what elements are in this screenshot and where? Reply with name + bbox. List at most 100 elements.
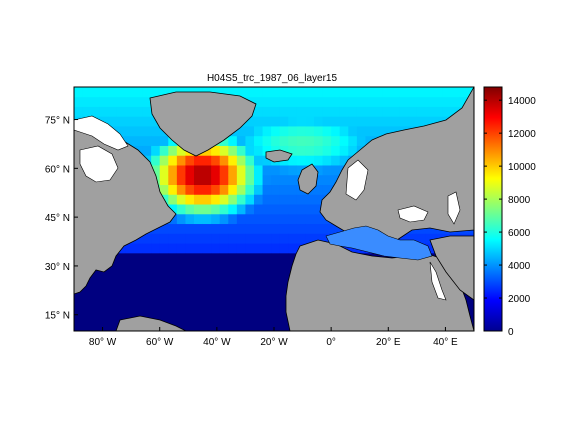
field-cell — [82, 87, 92, 98]
field-cell — [356, 106, 366, 117]
field-cell — [236, 213, 246, 225]
field-cell — [305, 213, 315, 225]
field-cell — [185, 243, 195, 254]
field-cell — [176, 311, 186, 322]
field-cell — [374, 106, 383, 117]
field-cell — [339, 126, 349, 137]
map-area: 80° W 60° W 40° W 20° W 0° 20° E 40° E 75° N 60… — [45, 86, 475, 348]
field-cell — [185, 233, 195, 244]
field-cell — [151, 262, 161, 273]
field-cell — [254, 213, 263, 225]
field-cell — [168, 301, 178, 312]
field-cell — [245, 194, 255, 205]
field-cell — [382, 126, 392, 137]
field-cell — [159, 165, 169, 176]
field-cell — [279, 135, 289, 146]
field-cell — [219, 194, 229, 205]
field-cell — [236, 262, 246, 273]
field-cell — [279, 282, 289, 293]
field-cell — [305, 155, 315, 166]
field-cell — [425, 223, 435, 234]
field-cell — [262, 106, 272, 117]
field-cell — [142, 243, 152, 254]
field-cell — [202, 204, 212, 215]
field-cell — [202, 291, 212, 303]
field-cell — [271, 252, 281, 264]
field-cell — [202, 321, 212, 331]
greenland-land — [149, 91, 257, 157]
field-cell — [339, 155, 349, 166]
field-cell — [116, 282, 126, 293]
field-cell — [91, 311, 101, 322]
lat-tick-label: 45° N — [45, 213, 70, 224]
field-cell — [151, 311, 161, 322]
field-cell — [279, 321, 289, 331]
field-cell — [296, 106, 306, 117]
field-cell — [211, 272, 221, 283]
field-cell — [185, 194, 195, 205]
field-cell — [236, 291, 246, 303]
field-cell — [314, 194, 323, 205]
field-cell — [425, 106, 435, 117]
field-cell — [262, 301, 272, 312]
field-cell — [185, 252, 195, 264]
field-cell — [262, 233, 272, 244]
field-cell — [125, 96, 135, 107]
field-cell — [168, 252, 178, 264]
field-cell — [305, 194, 315, 205]
field-cell — [322, 223, 332, 234]
field-cell — [254, 233, 263, 244]
field-cell — [116, 126, 126, 137]
field-cell — [245, 126, 255, 137]
field-cell — [314, 174, 323, 185]
field-cell — [176, 194, 186, 205]
field-cell — [108, 96, 118, 107]
field-cell — [374, 96, 383, 107]
field-cell — [151, 145, 161, 156]
field-cell — [262, 282, 272, 293]
field-cell — [151, 116, 161, 127]
field-cell — [228, 301, 238, 312]
field-cell — [365, 106, 375, 117]
field-cell — [262, 96, 272, 107]
field-cell — [382, 87, 392, 98]
field-cell — [331, 223, 341, 234]
field-cell — [288, 204, 298, 215]
field-cell — [236, 184, 246, 195]
field-cell — [262, 87, 272, 98]
field-cell — [211, 165, 221, 176]
field-cell — [288, 194, 298, 205]
lat-tick-label: 75° N — [45, 116, 70, 127]
field-cell — [228, 87, 238, 98]
field-cell — [91, 291, 101, 303]
field-cell — [228, 262, 238, 273]
field-cell — [219, 282, 229, 293]
mediterranean-sea — [325, 225, 433, 261]
field-cell — [194, 213, 203, 225]
field-cell — [416, 96, 426, 107]
field-cell — [99, 87, 109, 98]
field-cell — [271, 213, 281, 225]
field-cell — [228, 213, 238, 225]
field-cell — [288, 116, 298, 127]
field-cell — [271, 194, 281, 205]
field-cell — [202, 272, 212, 283]
field-cell — [279, 194, 289, 205]
field-cell — [125, 311, 135, 322]
field-cell — [408, 87, 418, 98]
iceland-land — [265, 149, 293, 163]
colorbar-gradient — [483, 86, 503, 332]
field-cell — [134, 96, 143, 107]
field-cell — [288, 184, 298, 195]
lon-tick-label: 80° W — [89, 337, 117, 348]
field-cell — [408, 116, 418, 127]
field-cell — [279, 184, 289, 195]
field-cell — [211, 252, 221, 264]
field-cell — [185, 223, 195, 234]
field-cell — [219, 135, 229, 146]
field-cell — [185, 213, 195, 225]
field-cell — [314, 116, 323, 127]
field-cell — [322, 165, 332, 176]
field-cell — [236, 126, 246, 137]
field-cell — [168, 233, 178, 244]
